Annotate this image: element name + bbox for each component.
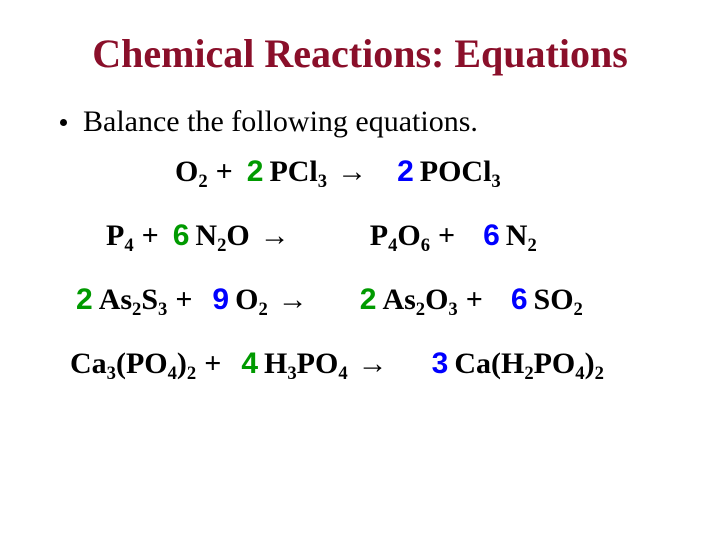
eq1-POCl3: POCl3: [420, 157, 501, 187]
plus-icon: +: [216, 157, 233, 187]
bullet-text: Balance the following equations.: [83, 105, 478, 139]
eq3-coef-O2: 9: [212, 285, 229, 315]
eq3-coef-SO2: 6: [511, 285, 528, 315]
eq3-As2O3: As2O3: [382, 285, 457, 315]
slide: Chemical Reactions: Equations Balance th…: [0, 0, 720, 540]
equation-2: P4 + 6 N2O → P4O6 + 6 N2: [106, 221, 680, 251]
eq1-O2: O2: [175, 157, 208, 187]
eq3-SO2: SO2: [534, 285, 583, 315]
eq1-PCl3: PCl3: [269, 157, 327, 187]
arrow-icon: →: [260, 221, 290, 251]
arrow-icon: →: [337, 157, 367, 187]
eq4-coef-CaH2PO42: 3: [432, 349, 449, 379]
eq4-coef-H3PO4: 4: [241, 349, 258, 379]
plus-icon: +: [204, 349, 221, 379]
plus-icon: +: [175, 285, 192, 315]
equation-4: Ca3(PO4)2 + 4 H3PO4 → 3 Ca(H2PO4)2: [70, 349, 680, 379]
eq2-P4: P4: [106, 221, 134, 251]
eq3-coef-As2O3: 2: [360, 285, 377, 315]
plus-icon: +: [142, 221, 159, 251]
eq4-Ca3PO42: Ca3(PO4)2: [70, 349, 196, 379]
arrow-icon: →: [358, 349, 388, 379]
eq3-coef-As2S3: 2: [76, 285, 93, 315]
eq3-As2S3: As2S3: [99, 285, 168, 315]
eq2-N2: N2: [506, 221, 537, 251]
eq1-coef-PCl3: 2: [247, 157, 264, 187]
bullet-dot: [60, 119, 67, 126]
bullet-line: Balance the following equations.: [60, 105, 680, 139]
page-title: Chemical Reactions: Equations: [40, 30, 680, 77]
eq2-coef-N2O: 6: [173, 221, 190, 251]
plus-icon: +: [466, 285, 483, 315]
equation-3: 2 As2S3 + 9 O2 → 2 As2O3 + 6 SO2: [70, 285, 680, 315]
eq1-coef-POCl3: 2: [397, 157, 414, 187]
equations-block: O2 + 2 PCl3 → 2 POCl3 P4 + 6 N2O → P4O6 …: [70, 157, 680, 379]
equation-1: O2 + 2 PCl3 → 2 POCl3: [175, 157, 680, 187]
eq3-O2: O2: [235, 285, 268, 315]
arrow-icon: →: [278, 285, 308, 315]
eq2-N2O: N2O: [195, 221, 249, 251]
plus-icon: +: [438, 221, 455, 251]
eq4-CaH2PO42: Ca(H2PO4)2: [454, 349, 604, 379]
eq2-coef-N2: 6: [483, 221, 500, 251]
eq4-H3PO4: H3PO4: [264, 349, 348, 379]
eq2-P4O6: P4O6: [370, 221, 430, 251]
